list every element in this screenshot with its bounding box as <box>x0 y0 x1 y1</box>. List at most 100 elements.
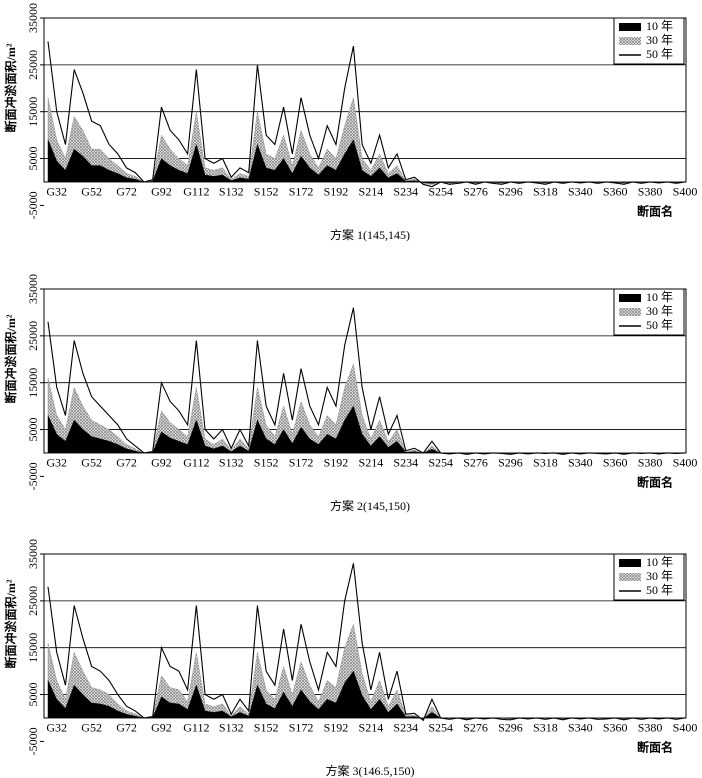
chart-caption: 方案 1(145,145) <box>330 227 410 242</box>
y-axis-title: 断面冲淤面积/m² <box>3 314 18 403</box>
x-tick-label: S132 <box>219 721 244 735</box>
y-tick-label: 35000 <box>26 539 40 569</box>
x-tick-label: S318 <box>533 456 558 470</box>
chart-caption: 方案 3(146.5,150) <box>326 763 415 778</box>
series-line <box>47 563 686 722</box>
x-tick-label: S254 <box>428 185 453 199</box>
x-tick-label: G72 <box>116 456 137 470</box>
x-tick-label: G92 <box>151 721 172 735</box>
x-tick-label: S276 <box>463 456 488 470</box>
x-tick-label: G72 <box>116 185 137 199</box>
legend-swatch <box>619 23 641 31</box>
y-tick-label: 35000 <box>26 3 40 33</box>
x-tick-label: S276 <box>463 185 488 199</box>
x-tick-label: S400 <box>673 456 698 470</box>
x-tick-label: S214 <box>359 721 384 735</box>
x-tick-label: G92 <box>151 456 172 470</box>
y-tick-label: 25000 <box>26 50 40 80</box>
legend-label: 50 年 <box>646 583 673 597</box>
x-tick-label: S234 <box>393 721 418 735</box>
y-axis-title: 断面冲淤面积/m² <box>3 579 18 668</box>
x-tick-label: S318 <box>533 721 558 735</box>
x-axis-title: 断面名 <box>637 740 673 755</box>
x-tick-label: S152 <box>254 185 279 199</box>
x-tick-label: S192 <box>324 185 349 199</box>
x-tick-label: S132 <box>219 456 244 470</box>
x-tick-label: G112 <box>183 185 209 199</box>
legend: 10 年30 年50 年 <box>613 288 685 336</box>
series-line <box>47 41 686 188</box>
y-tick-label: 5000 <box>26 683 40 707</box>
x-tick-label: S296 <box>498 456 523 470</box>
x-tick-label: S380 <box>638 721 663 735</box>
legend-swatch <box>619 308 641 316</box>
legend-label: 30 年 <box>646 304 673 318</box>
x-tick-label: S254 <box>428 721 453 735</box>
series-hatched-area <box>47 97 686 185</box>
x-tick-label: S152 <box>254 721 279 735</box>
x-tick-label: S318 <box>533 185 558 199</box>
x-tick-label: G92 <box>151 185 172 199</box>
x-tick-label: S234 <box>393 456 418 470</box>
legend: 10 年30 年50 年 <box>613 553 685 601</box>
legend: 10 年30 年50 年 <box>613 17 685 65</box>
legend-label: 50 年 <box>646 318 673 332</box>
series-line <box>47 307 686 455</box>
x-tick-label: S214 <box>359 185 384 199</box>
x-tick-label: G32 <box>46 456 67 470</box>
y-tick-label: 5000 <box>26 418 40 442</box>
chart: -5000 5000 15000 25000 35000 断面冲淤面积/m² G32 G52 G… <box>3 274 698 513</box>
legend-label: 10 年 <box>646 19 673 33</box>
x-tick-label: G52 <box>81 185 102 199</box>
y-tick-label: 15000 <box>26 633 40 663</box>
x-tick-label: S380 <box>638 456 663 470</box>
x-tick-label: S360 <box>603 456 628 470</box>
series-area <box>47 139 686 184</box>
x-tick-label: G32 <box>46 721 67 735</box>
x-tick-label: G32 <box>46 185 67 199</box>
legend-label: 50 年 <box>646 47 673 61</box>
legend-label: 30 年 <box>646 33 673 47</box>
x-tick-label: S192 <box>324 456 349 470</box>
y-tick-label: -5000 <box>26 462 40 490</box>
y-tick-label: -5000 <box>26 191 40 219</box>
legend-label: 10 年 <box>646 290 673 304</box>
x-tick-label: S172 <box>289 721 314 735</box>
y-axis-title: 断面冲淤面积/m² <box>3 43 18 132</box>
y-tick-label: 15000 <box>26 97 40 127</box>
x-axis-title: 断面名 <box>637 204 673 219</box>
y-tick-label: 15000 <box>26 368 40 398</box>
x-tick-label: S360 <box>603 185 628 199</box>
legend-swatch <box>619 573 641 581</box>
legend-swatch <box>619 294 641 302</box>
x-tick-label: G72 <box>116 721 137 735</box>
x-tick-label: S152 <box>254 456 279 470</box>
x-tick-label: S340 <box>568 456 593 470</box>
legend-swatch <box>619 559 641 567</box>
x-tick-label: S296 <box>498 721 523 735</box>
y-tick-label: 25000 <box>26 321 40 351</box>
legend-swatch <box>619 37 641 45</box>
x-tick-label: G52 <box>81 721 102 735</box>
x-tick-label: G112 <box>183 721 209 735</box>
y-tick-label: 35000 <box>26 274 40 304</box>
x-tick-label: S214 <box>359 456 384 470</box>
x-tick-label: S400 <box>673 721 698 735</box>
x-tick-label: S360 <box>603 721 628 735</box>
x-tick-label: G52 <box>81 456 102 470</box>
x-tick-label: S400 <box>673 185 698 199</box>
plot-frame <box>43 17 687 183</box>
x-tick-label: S276 <box>463 721 488 735</box>
chart: -5000 5000 15000 25000 35000 断面冲淤面积/m² G32 G52 G… <box>3 3 698 242</box>
legend-label: 10 年 <box>646 555 673 569</box>
x-tick-label: S254 <box>428 456 453 470</box>
x-tick-label: S172 <box>289 456 314 470</box>
y-tick-label: 5000 <box>26 147 40 171</box>
chart-caption: 方案 2(145,150) <box>330 498 410 513</box>
x-tick-label: S172 <box>289 185 314 199</box>
y-tick-label: -5000 <box>26 727 40 755</box>
x-axis-title: 断面名 <box>637 475 673 490</box>
x-tick-label: S340 <box>568 185 593 199</box>
y-tick-label: 25000 <box>26 586 40 616</box>
